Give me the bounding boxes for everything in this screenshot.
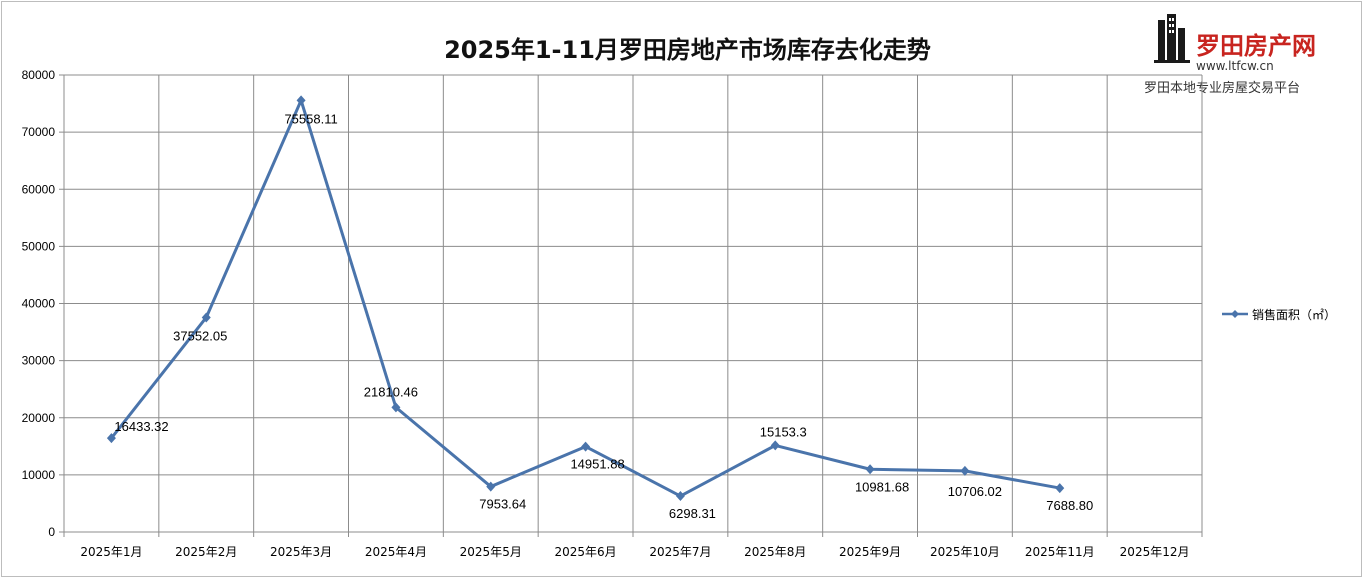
x-tick-label: 2025年10月 bbox=[930, 545, 1000, 559]
y-tick-label: 60000 bbox=[22, 182, 56, 196]
legend-line-marker-icon bbox=[1222, 310, 1248, 318]
building-logo-icon bbox=[1154, 14, 1190, 63]
legend: 销售面积（㎡） bbox=[1222, 305, 1336, 323]
y-tick-label: 70000 bbox=[22, 125, 56, 139]
x-tick-label: 2025年5月 bbox=[460, 545, 522, 559]
x-tick-label: 2025年11月 bbox=[1025, 545, 1095, 559]
data-point-marker bbox=[391, 402, 401, 413]
x-tick-label: 2025年8月 bbox=[744, 545, 806, 559]
data-label: 7953.64 bbox=[479, 497, 526, 512]
gridlines bbox=[64, 74, 1203, 537]
data-label: 7688.80 bbox=[1046, 498, 1093, 513]
y-tick-label: 30000 bbox=[22, 354, 56, 368]
data-label: 75558.11 bbox=[284, 111, 337, 126]
y-tick-label: 0 bbox=[48, 525, 55, 539]
data-point-marker bbox=[106, 433, 116, 444]
y-tick-label: 10000 bbox=[22, 468, 56, 482]
data-label: 14951.88 bbox=[570, 457, 624, 472]
data-point-marker bbox=[296, 95, 306, 106]
brand-slogan: 罗田本地专业房屋交易平台 bbox=[1144, 81, 1301, 96]
x-tick-label: 2025年2月 bbox=[175, 545, 237, 559]
chart-title: 2025年1-11月罗田房地产市场库存去化走势 bbox=[444, 36, 931, 64]
data-label: 16433.32 bbox=[114, 419, 168, 434]
data-point-marker bbox=[960, 465, 970, 476]
y-tick-label: 20000 bbox=[22, 411, 56, 425]
data-label: 10706.02 bbox=[948, 484, 1002, 499]
data-point-marker bbox=[770, 440, 780, 451]
data-point-marker bbox=[581, 441, 591, 452]
data-point-marker bbox=[201, 312, 211, 323]
x-axis-ticks: 2025年1月 2025年2月 2025年3月 2025年4月 2025年5月 2025年… bbox=[80, 545, 1189, 559]
y-tick-label: 80000 bbox=[22, 68, 56, 82]
data-labels: 16433.32 37552.05 75558.11 21810.46 7953.64 1… bbox=[114, 111, 1093, 521]
data-label: 21810.46 bbox=[364, 384, 418, 399]
legend-series-label: 销售面积（㎡） bbox=[1252, 307, 1337, 322]
y-axis-ticks: 0 10000 20000 30000 40000 50000 60000 70000 8000… bbox=[22, 68, 56, 539]
x-tick-label: 2025年3月 bbox=[270, 545, 332, 559]
x-tick-label: 2025年9月 bbox=[839, 545, 901, 559]
data-label: 37552.05 bbox=[173, 328, 227, 343]
x-tick-label: 2025年7月 bbox=[649, 545, 711, 559]
data-point-marker bbox=[865, 464, 875, 475]
y-tick-label: 40000 bbox=[22, 297, 56, 311]
x-tick-label: 2025年12月 bbox=[1120, 545, 1190, 559]
data-label: 6298.31 bbox=[669, 506, 716, 521]
data-point-marker bbox=[486, 481, 496, 492]
data-label: 10981.68 bbox=[855, 479, 909, 494]
y-tick-label: 50000 bbox=[22, 239, 56, 253]
brand-name: 罗田房产网 bbox=[1196, 31, 1316, 60]
x-tick-label: 2025年1月 bbox=[80, 545, 142, 559]
x-tick-label: 2025年6月 bbox=[554, 545, 616, 559]
x-tick-label: 2025年4月 bbox=[365, 545, 427, 559]
brand-logo: 罗田房产网 www.ltfcw.cn 罗田本地专业房屋交易平台 bbox=[1140, 14, 1340, 99]
brand-url: www.ltfcw.cn bbox=[1196, 59, 1274, 73]
axes bbox=[59, 74, 1202, 537]
data-point-marker bbox=[675, 491, 685, 502]
data-label: 15153.3 bbox=[760, 424, 807, 439]
series-layer bbox=[106, 95, 1065, 502]
data-point-marker bbox=[1055, 483, 1065, 494]
